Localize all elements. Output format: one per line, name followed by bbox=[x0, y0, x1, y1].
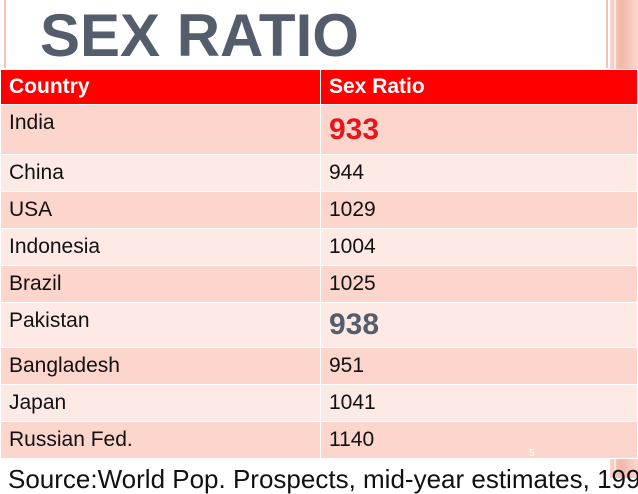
ratio-cell: 1140 bbox=[320, 421, 638, 459]
table-row: India 933 bbox=[0, 104, 638, 155]
table-row: Bangladesh 951 bbox=[0, 347, 638, 385]
country-cell: USA bbox=[0, 191, 321, 229]
ratio-cell: 933 bbox=[320, 104, 638, 155]
country-cell: Russian Fed. bbox=[0, 421, 321, 459]
page-number: 5 bbox=[529, 448, 535, 459]
country-cell: India bbox=[0, 104, 321, 155]
ratio-cell: 1004 bbox=[320, 228, 638, 266]
ratio-cell: 951 bbox=[320, 347, 638, 385]
table-row: Brazil 1025 bbox=[0, 265, 638, 303]
table-row: Indonesia 1004 bbox=[0, 228, 638, 266]
table-header-row: Country Sex Ratio bbox=[0, 69, 638, 105]
country-cell: China bbox=[0, 154, 321, 192]
table-row: Japan 1041 bbox=[0, 384, 638, 422]
header-country: Country bbox=[0, 69, 321, 105]
country-cell: Pakistan bbox=[0, 302, 321, 348]
header-sex-ratio: Sex Ratio bbox=[320, 69, 638, 105]
ratio-cell: 1025 bbox=[320, 265, 638, 303]
ratio-cell: 938 bbox=[320, 302, 638, 348]
table-row: Russian Fed. 1140 bbox=[0, 421, 638, 459]
slide-title: SEX RATIO bbox=[40, 2, 359, 69]
source-note: Source:World Pop. Prospects, mid-year es… bbox=[8, 464, 638, 494]
slide-frame bbox=[4, 0, 608, 68]
country-cell: Japan bbox=[0, 384, 321, 422]
country-cell: Brazil bbox=[0, 265, 321, 303]
table-row: Pakistan 938 bbox=[0, 302, 638, 348]
country-cell: Bangladesh bbox=[0, 347, 321, 385]
ratio-cell: 1029 bbox=[320, 191, 638, 229]
ratio-cell: 1041 bbox=[320, 384, 638, 422]
table-row: China 944 bbox=[0, 154, 638, 192]
table-row: USA 1029 bbox=[0, 191, 638, 229]
country-cell: Indonesia bbox=[0, 228, 321, 266]
ratio-cell: 944 bbox=[320, 154, 638, 192]
sex-ratio-table: Country Sex Ratio India 933 China 944 US… bbox=[0, 69, 638, 459]
